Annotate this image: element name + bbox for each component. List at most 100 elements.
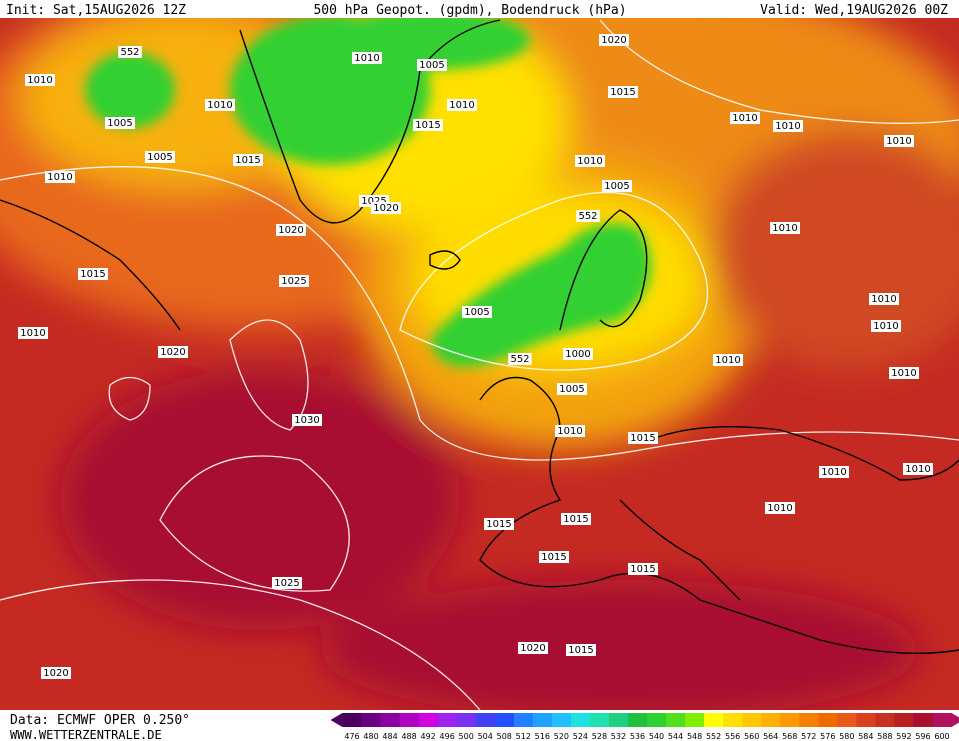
isobar-label: 1030 xyxy=(294,415,319,426)
scale-bin xyxy=(856,713,876,727)
isobar-label: 1020 xyxy=(278,225,303,236)
isobar-label: 1000 xyxy=(565,349,590,360)
scale-bin xyxy=(627,713,648,727)
label-box xyxy=(279,275,309,287)
label-box xyxy=(566,644,596,656)
scale-bin xyxy=(894,713,914,727)
label-box xyxy=(555,425,585,437)
isobar-label: 1010 xyxy=(577,156,602,167)
label-box xyxy=(730,112,760,124)
label-box xyxy=(233,154,263,166)
scale-label: 532 xyxy=(611,732,626,741)
valid-time: Valid: Wed,19AUG2026 00Z xyxy=(760,3,948,18)
scale-label: 596 xyxy=(915,732,930,741)
scale-label: 488 xyxy=(401,732,416,741)
scale-bin xyxy=(399,713,420,727)
isobar-label: 552 xyxy=(578,211,597,222)
scale-label: 480 xyxy=(363,732,378,741)
color-scale: 476 480 484 488 492 496 500 504 508 512 516 520 524 5… xyxy=(330,713,959,741)
label-box xyxy=(557,383,587,395)
scale-bin xyxy=(380,713,401,727)
label-box xyxy=(78,268,108,280)
label-box xyxy=(765,502,795,514)
label-box xyxy=(205,99,235,111)
isobar-label: 1010 xyxy=(354,53,379,64)
isobar-label: 1010 xyxy=(732,113,757,124)
scale-label: 528 xyxy=(592,732,607,741)
scale-bin xyxy=(361,713,382,727)
scale-bin xyxy=(418,713,439,727)
scale-bin xyxy=(475,713,496,727)
isobar-label: 1015 xyxy=(235,155,260,166)
isobar-label: 1010 xyxy=(873,321,898,332)
label-box xyxy=(903,463,933,475)
scale-label: 496 xyxy=(440,732,455,741)
map-title: 500 hPa Geopot. (gpdm), Bodendruck (hPa) xyxy=(313,3,626,18)
label-box xyxy=(118,46,142,58)
scale-bin xyxy=(704,713,724,727)
label-box xyxy=(158,346,188,358)
isobar-label: 1020 xyxy=(373,203,398,214)
scale-bin xyxy=(666,713,686,727)
site-name: WWW.WETTERZENTRALE.DE xyxy=(10,728,162,741)
label-box xyxy=(599,34,629,46)
isobar-label: 1020 xyxy=(160,347,185,358)
isobar-label: 1010 xyxy=(772,223,797,234)
isobar-label: 1015 xyxy=(568,645,593,656)
scale-label: 540 xyxy=(649,732,664,741)
label-box xyxy=(575,155,605,167)
scale-bin xyxy=(742,713,762,727)
isobar-label: 1010 xyxy=(886,136,911,147)
label-box xyxy=(508,353,532,365)
isobar-label: 1025 xyxy=(361,196,386,207)
label-box xyxy=(352,52,382,64)
isobar-label: 1015 xyxy=(563,514,588,525)
scale-bin xyxy=(685,713,705,727)
isobar-label: 1010 xyxy=(905,464,930,475)
scale-arrow-left xyxy=(330,713,343,727)
label-box xyxy=(447,99,477,111)
map-field xyxy=(0,18,959,710)
isobar-label: 1010 xyxy=(27,75,52,86)
label-box xyxy=(371,202,401,214)
scale-label: 512 xyxy=(516,732,531,741)
scale-arrow-right xyxy=(951,713,959,727)
scale-bin xyxy=(513,713,534,727)
label-box xyxy=(484,518,514,530)
scale-label: 588 xyxy=(877,732,892,741)
scale-label: 516 xyxy=(535,732,550,741)
scale-label: 572 xyxy=(801,732,816,741)
scale-label: 560 xyxy=(744,732,759,741)
label-box xyxy=(539,551,569,563)
label-box xyxy=(276,224,306,236)
isobar-label: 1010 xyxy=(775,121,800,132)
isobar-label: 1010 xyxy=(767,503,792,514)
scale-label: 556 xyxy=(725,732,740,741)
isobar-label: 1005 xyxy=(464,307,489,318)
scale-label: 524 xyxy=(573,732,588,741)
isobar-label: 1010 xyxy=(821,467,846,478)
label-box xyxy=(563,348,593,360)
label-box xyxy=(413,119,443,131)
isobar-label: 1025 xyxy=(274,578,299,589)
isobar-label: 1010 xyxy=(47,172,72,183)
label-box xyxy=(45,171,75,183)
label-box xyxy=(292,414,322,426)
scale-label: 508 xyxy=(497,732,512,741)
scale-label: 504 xyxy=(478,732,493,741)
scale-label: 552 xyxy=(706,732,721,741)
scale-bin xyxy=(608,713,629,727)
label-box xyxy=(628,432,658,444)
scale-bin xyxy=(932,713,953,727)
label-box xyxy=(602,180,632,192)
isobar-label: 1010 xyxy=(871,294,896,305)
scale-label: 600 xyxy=(934,732,949,741)
isobar-label: 1015 xyxy=(415,120,440,131)
scale-bin xyxy=(532,713,553,727)
scale-bin xyxy=(494,713,515,727)
scale-bin xyxy=(551,713,572,727)
label-box xyxy=(628,563,658,575)
init-time: Init: Sat,15AUG2026 12Z xyxy=(6,3,186,18)
isobar-label: 1010 xyxy=(20,328,45,339)
label-box xyxy=(417,59,447,71)
